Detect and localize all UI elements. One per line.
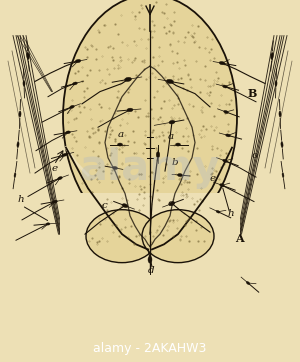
Text: e: e (52, 164, 58, 173)
Ellipse shape (86, 210, 158, 263)
Ellipse shape (46, 223, 50, 225)
Ellipse shape (112, 167, 118, 169)
Text: e: e (210, 174, 216, 183)
Ellipse shape (169, 120, 175, 124)
Ellipse shape (148, 256, 152, 263)
Text: A: A (235, 233, 244, 244)
Text: c: c (168, 199, 174, 208)
Ellipse shape (282, 173, 284, 178)
Ellipse shape (281, 142, 283, 148)
Ellipse shape (14, 173, 16, 178)
Ellipse shape (52, 200, 57, 203)
Ellipse shape (58, 177, 62, 180)
Ellipse shape (167, 79, 173, 84)
FancyBboxPatch shape (60, 193, 240, 306)
Ellipse shape (246, 281, 250, 285)
Ellipse shape (19, 111, 21, 117)
Ellipse shape (223, 85, 227, 88)
Ellipse shape (75, 59, 81, 63)
Ellipse shape (124, 77, 131, 81)
Ellipse shape (271, 52, 273, 59)
Ellipse shape (70, 105, 74, 109)
Ellipse shape (219, 62, 225, 65)
Ellipse shape (216, 210, 220, 213)
Ellipse shape (27, 52, 29, 59)
Text: o: o (252, 151, 258, 160)
Text: alamy - 2AKAHW3: alamy - 2AKAHW3 (93, 342, 207, 355)
Ellipse shape (275, 80, 277, 87)
Text: c: c (102, 201, 108, 210)
Ellipse shape (176, 143, 181, 146)
Ellipse shape (63, 153, 67, 156)
Ellipse shape (169, 202, 175, 206)
Ellipse shape (17, 142, 19, 148)
Ellipse shape (63, 0, 237, 239)
Text: b: b (172, 158, 178, 167)
Text: a: a (118, 130, 124, 139)
Ellipse shape (142, 210, 214, 263)
Text: a: a (168, 132, 174, 142)
Ellipse shape (73, 82, 77, 85)
Ellipse shape (220, 184, 224, 187)
Ellipse shape (23, 80, 25, 87)
Text: B: B (248, 88, 257, 99)
Ellipse shape (224, 110, 228, 114)
Ellipse shape (127, 108, 133, 112)
Text: d: d (148, 266, 154, 275)
Text: h: h (18, 194, 25, 203)
Ellipse shape (178, 173, 182, 177)
Ellipse shape (122, 204, 128, 207)
Ellipse shape (223, 159, 227, 163)
Ellipse shape (279, 111, 281, 117)
Text: h: h (228, 209, 235, 218)
Ellipse shape (156, 152, 160, 158)
Ellipse shape (118, 143, 122, 146)
Text: alamy: alamy (80, 147, 220, 189)
Ellipse shape (226, 134, 230, 137)
Ellipse shape (66, 131, 70, 134)
